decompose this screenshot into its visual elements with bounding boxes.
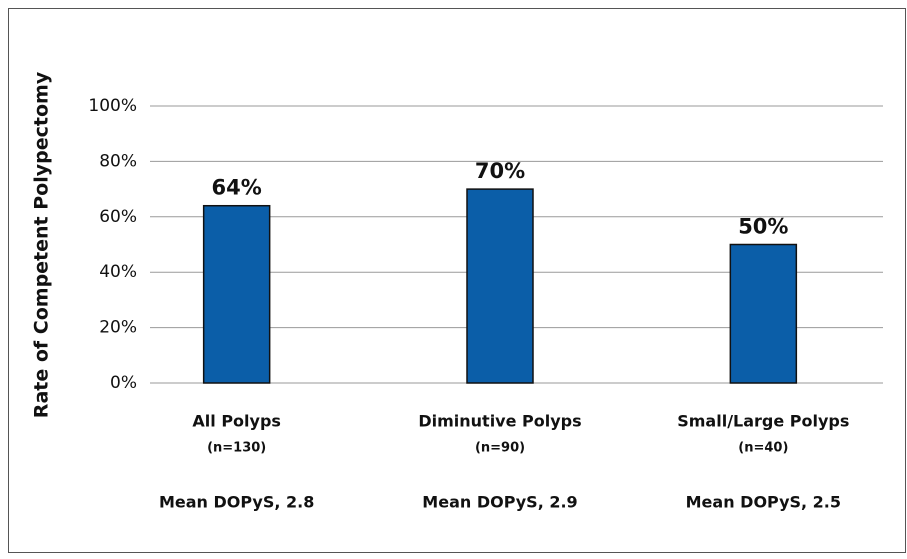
bar xyxy=(466,188,534,384)
y-tick-label: 0% xyxy=(110,373,137,393)
category-note: Mean DOPyS, 2.8 xyxy=(159,493,314,512)
value-label: 50% xyxy=(738,215,788,239)
category-count: (n=40) xyxy=(738,441,788,456)
y-axis-title: Rate of Competent Polypectomy xyxy=(31,71,53,418)
value-label: 70% xyxy=(475,159,525,183)
category-note: Mean DOPyS, 2.9 xyxy=(422,493,577,512)
x-tick-label: Diminutive Polyps xyxy=(418,412,581,431)
category-note: Mean DOPyS, 2.5 xyxy=(686,493,841,512)
y-tick-label: 60% xyxy=(99,207,137,227)
x-tick-label: Small/Large Polyps xyxy=(677,412,849,431)
category-count: (n=90) xyxy=(475,441,525,456)
x-tick-label: All Polyps xyxy=(192,412,281,431)
bar xyxy=(202,204,271,384)
bar xyxy=(729,243,798,384)
category-count: (n=130) xyxy=(207,441,266,456)
value-label: 64% xyxy=(212,176,262,200)
y-tick-label: 100% xyxy=(88,96,137,116)
y-tick-label: 40% xyxy=(99,262,137,282)
y-tick-label: 80% xyxy=(99,151,137,171)
y-tick-label: 20% xyxy=(99,318,137,338)
